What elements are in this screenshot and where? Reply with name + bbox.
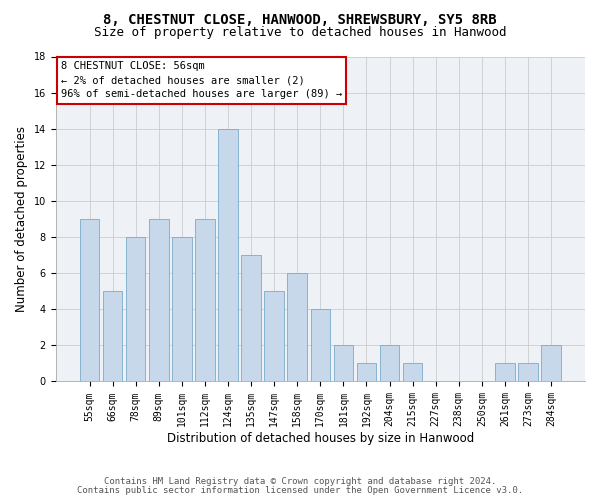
Bar	[380, 346, 400, 382]
Bar	[518, 364, 538, 382]
Bar	[403, 364, 422, 382]
Bar	[495, 364, 515, 382]
Bar	[149, 219, 169, 382]
Text: Contains HM Land Registry data © Crown copyright and database right 2024.: Contains HM Land Registry data © Crown c…	[104, 477, 496, 486]
Bar	[287, 273, 307, 382]
Bar	[126, 237, 145, 382]
Bar	[195, 219, 215, 382]
Bar	[172, 237, 191, 382]
Bar	[80, 219, 100, 382]
Text: 8 CHESTNUT CLOSE: 56sqm
← 2% of detached houses are smaller (2)
96% of semi-deta: 8 CHESTNUT CLOSE: 56sqm ← 2% of detached…	[61, 62, 342, 100]
Bar	[311, 310, 330, 382]
Text: 8, CHESTNUT CLOSE, HANWOOD, SHREWSBURY, SY5 8RB: 8, CHESTNUT CLOSE, HANWOOD, SHREWSBURY, …	[103, 12, 497, 26]
Bar	[334, 346, 353, 382]
Bar	[356, 364, 376, 382]
Bar	[541, 346, 561, 382]
Bar	[241, 255, 261, 382]
Bar	[218, 128, 238, 382]
Text: Size of property relative to detached houses in Hanwood: Size of property relative to detached ho…	[94, 26, 506, 39]
Bar	[103, 291, 122, 382]
X-axis label: Distribution of detached houses by size in Hanwood: Distribution of detached houses by size …	[167, 432, 474, 445]
Y-axis label: Number of detached properties: Number of detached properties	[15, 126, 28, 312]
Bar	[265, 291, 284, 382]
Text: Contains public sector information licensed under the Open Government Licence v3: Contains public sector information licen…	[77, 486, 523, 495]
